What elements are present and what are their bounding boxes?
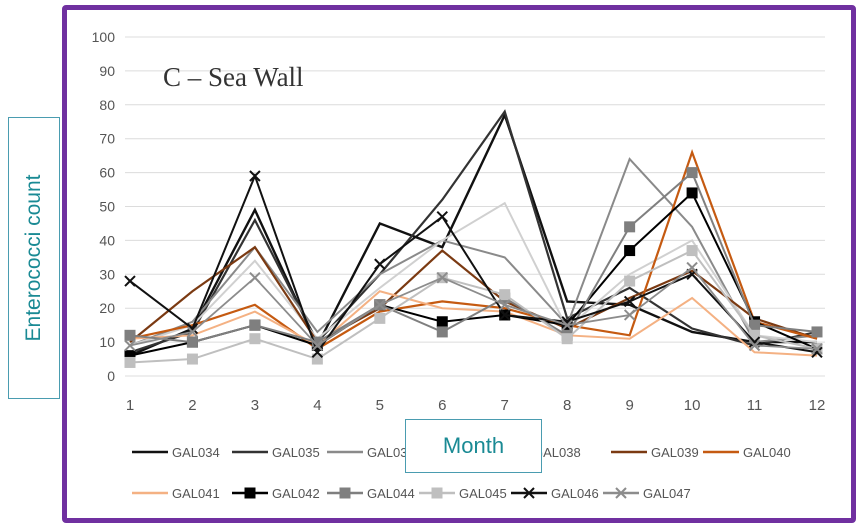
y-tick-label: 0 [107, 368, 115, 384]
x-tick-label: 4 [313, 397, 321, 414]
x-tick-label: 1 [126, 397, 134, 414]
data-point-gal045 [250, 334, 260, 344]
data-point-gal045 [625, 276, 635, 286]
legend-marker [340, 488, 350, 498]
data-point-gal046 [437, 212, 447, 222]
x-tick-label: 6 [438, 397, 446, 414]
series-line-gal046 [130, 176, 817, 352]
data-point-gal046 [375, 259, 385, 269]
legend-label: GAL034 [172, 445, 220, 460]
legend-label: GAL041 [172, 486, 220, 501]
data-point-gal045 [187, 354, 197, 364]
legend-marker [432, 488, 442, 498]
data-point-gal044 [625, 222, 635, 232]
y-tick-label: 60 [99, 165, 115, 181]
x-tick-label: 3 [251, 397, 259, 414]
y-axis-label-box: Enterococci count [8, 117, 60, 399]
x-tick-label: 7 [501, 397, 509, 414]
y-tick-label: 100 [92, 29, 116, 45]
legend-label: GAL042 [272, 486, 320, 501]
legend-label: GAL045 [459, 486, 507, 501]
y-tick-label: 10 [99, 334, 115, 350]
legend-label: GAL040 [743, 445, 791, 460]
data-point-gal044 [250, 320, 260, 330]
data-point-gal045 [562, 334, 572, 344]
y-tick-label: 30 [99, 266, 115, 282]
legend-label: GAL044 [367, 486, 415, 501]
data-point-gal046 [125, 276, 135, 286]
data-point-gal044 [812, 327, 822, 337]
data-point-gal045 [500, 290, 510, 300]
y-tick-label: 80 [99, 97, 115, 113]
x-tick-label: 8 [563, 397, 571, 414]
y-tick-label: 20 [99, 300, 115, 316]
data-point-gal045 [125, 357, 135, 367]
legend-marker [245, 488, 255, 498]
legend-label: GAL039 [651, 445, 699, 460]
y-tick-label: 90 [99, 63, 115, 79]
legend-label: GAL035 [272, 445, 320, 460]
y-axis-label: Enterococci count [22, 175, 46, 342]
data-point-gal042 [625, 246, 635, 256]
x-tick-label: 9 [625, 397, 633, 414]
x-tick-label: 10 [684, 397, 701, 414]
x-tick-label: 5 [376, 397, 384, 414]
y-tick-label: 70 [99, 131, 115, 147]
y-tick-label: 50 [99, 199, 115, 215]
legend-label: GAL03 [367, 445, 407, 460]
data-point-gal044 [125, 330, 135, 340]
data-point-gal042 [687, 188, 697, 198]
data-point-gal044 [437, 327, 447, 337]
legend-label: GAL047 [643, 486, 691, 501]
legend-label: GAL046 [551, 486, 599, 501]
x-axis-label: Month [405, 419, 542, 473]
data-point-gal044 [187, 337, 197, 347]
data-point-gal044 [750, 320, 760, 330]
x-tick-label: 12 [809, 397, 826, 414]
data-point-gal042 [437, 317, 447, 327]
data-point-gal044 [687, 168, 697, 178]
data-point-gal045 [687, 246, 697, 256]
chart-title: C – Sea Wall [163, 62, 304, 93]
y-tick-label: 40 [99, 232, 115, 248]
x-tick-label: 11 [747, 397, 763, 414]
x-tick-label: 2 [188, 397, 196, 414]
data-point-gal045 [375, 313, 385, 323]
